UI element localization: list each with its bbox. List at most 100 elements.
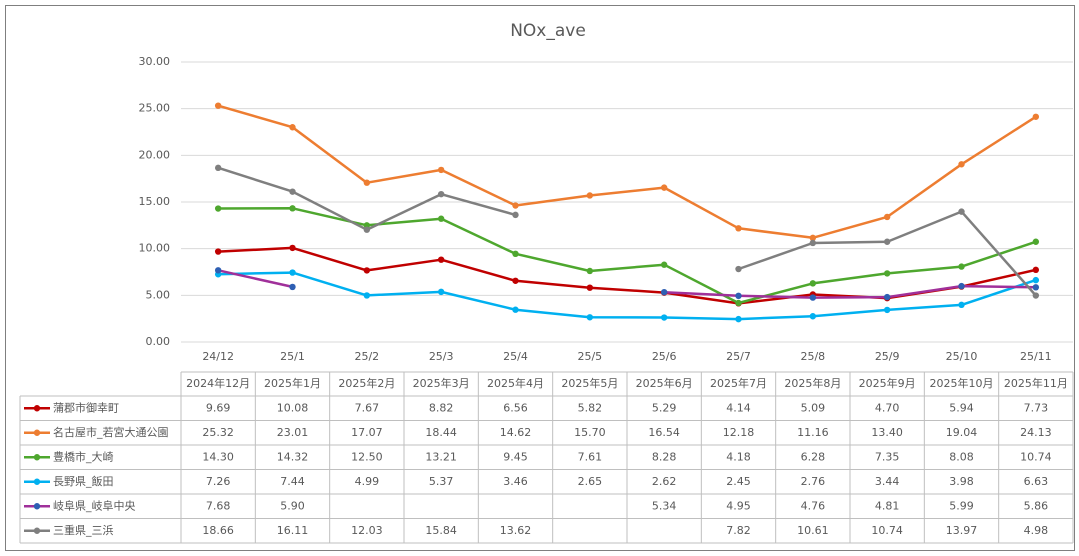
table-value: 19.04	[946, 426, 978, 439]
marker	[437, 215, 445, 222]
table-value: 5.90	[280, 499, 305, 512]
marker	[1032, 284, 1040, 291]
marker	[586, 314, 594, 321]
table-value: 7.44	[280, 475, 305, 488]
marker	[660, 288, 668, 296]
x-tick-label: 25/3	[429, 350, 454, 363]
table-value: 12.03	[351, 524, 383, 537]
marker	[437, 166, 445, 174]
x-tick-label: 25/5	[577, 350, 602, 363]
x-tick-label: 25/9	[875, 350, 900, 363]
series-line	[217, 104, 1037, 240]
marker	[512, 211, 519, 219]
table-value: 7.68	[206, 499, 231, 512]
marker	[512, 250, 519, 257]
marker	[883, 270, 891, 277]
table-value: 2.76	[801, 475, 826, 488]
table-value: 2.62	[652, 475, 677, 488]
marker	[883, 306, 891, 314]
y-tick-label: 0.00	[146, 335, 171, 348]
marker	[363, 179, 371, 186]
x-tick-label: 25/4	[503, 350, 528, 363]
x-tick-label: 25/2	[354, 350, 379, 363]
table-value: 18.44	[425, 426, 457, 439]
marker	[289, 188, 296, 195]
marker	[289, 124, 296, 131]
legend-marker	[33, 405, 41, 412]
marker	[586, 192, 594, 199]
marker	[958, 282, 965, 290]
table-value: 14.30	[202, 450, 234, 463]
table-value: 4.14	[726, 401, 751, 414]
table-header: 2024年12月	[186, 376, 250, 390]
legend-label: 長野県_飯田	[53, 474, 114, 488]
x-tick-label: 25/10	[946, 350, 978, 363]
table-value: 6.28	[801, 450, 826, 463]
marker	[809, 313, 817, 320]
marker	[437, 256, 445, 263]
table-value: 4.98	[1024, 524, 1049, 537]
table-value: 14.32	[277, 450, 309, 463]
marker	[958, 301, 965, 309]
table-header: 2025年6月	[636, 376, 693, 390]
marker	[735, 315, 742, 323]
chart-frame	[5, 5, 1075, 551]
table-value: 4.81	[875, 499, 900, 512]
table-value: 4.76	[801, 499, 826, 512]
marker	[958, 263, 965, 270]
legend-marker	[33, 527, 41, 534]
table-value: 4.95	[726, 499, 751, 512]
legend-label: 三重県_三浜	[53, 523, 114, 537]
table-header: 2025年8月	[784, 376, 841, 390]
table-value: 3.98	[949, 475, 974, 488]
y-tick-label: 25.00	[139, 102, 171, 115]
marker	[660, 184, 668, 191]
marker	[512, 202, 519, 209]
table-header: 2025年4月	[487, 376, 544, 390]
legend-marker	[33, 429, 41, 436]
table-value: 5.99	[949, 499, 974, 512]
table-value: 18.66	[202, 524, 234, 537]
table-value: 2.45	[726, 475, 751, 488]
table-value: 4.99	[355, 475, 380, 488]
table-value: 10.74	[1020, 450, 1052, 463]
table-value: 3.46	[503, 475, 528, 488]
table-value: 7.26	[206, 475, 231, 488]
marker	[735, 292, 742, 299]
table-value: 5.29	[652, 401, 677, 414]
table-header: 2025年5月	[561, 376, 618, 390]
legend-label: 岐阜県_岐阜中央	[53, 499, 136, 512]
table-value: 10.74	[871, 524, 903, 537]
table-value: 5.82	[578, 401, 603, 414]
marker	[809, 294, 817, 301]
x-tick-label: 25/6	[652, 350, 677, 363]
table-value: 16.54	[648, 426, 680, 439]
marker	[586, 284, 594, 291]
table-value: 9.45	[503, 450, 528, 463]
marker	[214, 102, 222, 109]
table-value: 9.69	[206, 401, 231, 414]
table-value: 13.21	[425, 450, 457, 463]
table-value: 15.70	[574, 426, 606, 439]
table-value: 24.13	[1020, 426, 1052, 439]
marker	[363, 222, 371, 229]
x-tick-label: 25/8	[800, 350, 825, 363]
table-value: 5.09	[801, 401, 826, 414]
marker	[1032, 266, 1040, 274]
table-header: 2025年3月	[413, 376, 470, 390]
marker	[586, 267, 594, 275]
table-value: 7.61	[578, 450, 603, 463]
x-tick-label: 25/1	[280, 350, 305, 363]
marker	[437, 190, 445, 198]
table-header: 2025年10月	[930, 376, 994, 390]
table-value: 13.40	[871, 426, 903, 439]
marker	[660, 314, 668, 321]
x-tick-label: 25/11	[1020, 350, 1052, 363]
marker	[214, 267, 222, 274]
table-value: 5.86	[1024, 499, 1049, 512]
table-value: 13.97	[946, 524, 978, 537]
table-value: 8.08	[949, 450, 974, 463]
table-header: 2025年1月	[264, 376, 321, 390]
